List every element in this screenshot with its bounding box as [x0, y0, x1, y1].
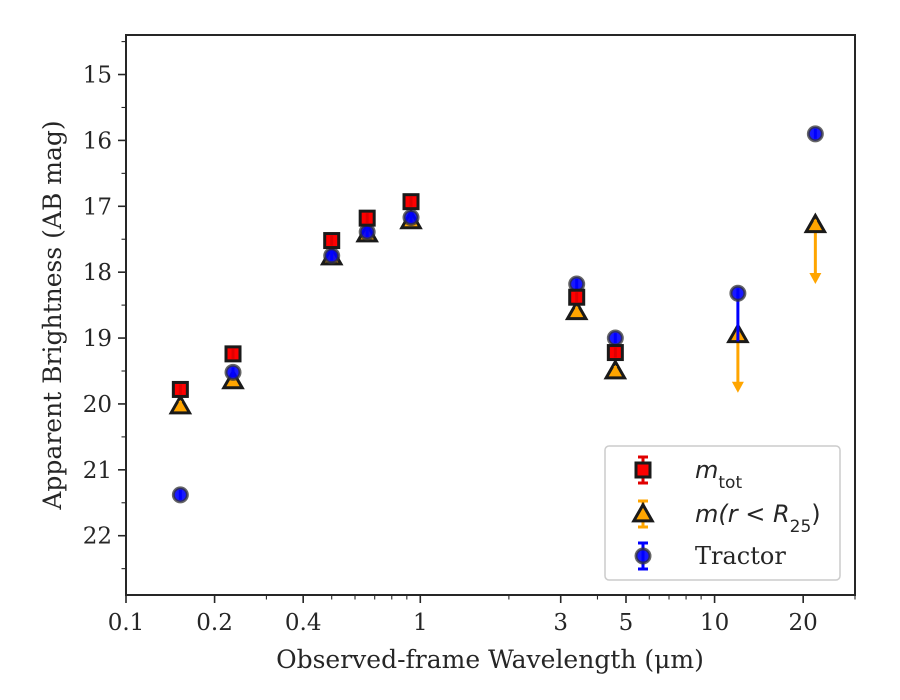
legend-label-mr25: m(r < R25)	[695, 500, 821, 537]
y-tick-label: 19	[83, 326, 112, 352]
x-axis-label: Observed-frame Wavelength (μm)	[276, 645, 704, 674]
y-tick-label: 21	[83, 458, 112, 484]
legend-item-tractor: Tractor	[634, 541, 786, 571]
legend-label-mtot: mtot	[695, 456, 742, 493]
series-mtot	[171, 193, 624, 398]
y-axis-label: Apparent Brightness (AB mag)	[38, 120, 67, 510]
x-tick-label: 10	[700, 610, 729, 636]
legend-item-mr25: m(r < R25)	[631, 499, 821, 537]
legend: mtot m(r < R25) Tractor	[604, 445, 841, 581]
x-tick-label: 0.4	[285, 610, 322, 636]
axis-ticks: 0.1 0.2 0.4 1 3 5 10 20 15 16 17 18 19 20 21 22	[83, 41, 856, 636]
x-tick-label: 1	[413, 610, 428, 636]
y-tick-label: 18	[83, 260, 112, 286]
x-tick-label: 5	[619, 610, 634, 636]
y-tick-label: 15	[83, 63, 112, 89]
y-tick-label: 22	[83, 524, 112, 550]
y-tick-label: 20	[83, 392, 112, 418]
upper-limit-arrow	[731, 381, 744, 393]
legend-marker-tractor	[634, 547, 652, 565]
y-tick-label: 17	[83, 194, 112, 220]
legend-box	[604, 445, 841, 581]
x-tick-label: 20	[789, 610, 818, 636]
data-marks	[168, 125, 828, 504]
x-tick-label: 0.2	[196, 610, 233, 636]
plot-frame	[125, 34, 856, 596]
x-tick-label: 3	[553, 610, 568, 636]
series-tractor	[171, 125, 824, 504]
legend-marker-mtot	[634, 461, 652, 479]
upper-limit-arrow	[809, 273, 822, 285]
legend-marker-mr25	[631, 501, 655, 523]
y-tick-label: 16	[83, 128, 112, 154]
x-tick-label: 0.1	[108, 610, 145, 636]
legend-label-tractor: Tractor	[695, 542, 786, 570]
legend-item-mtot: mtot	[634, 455, 742, 493]
